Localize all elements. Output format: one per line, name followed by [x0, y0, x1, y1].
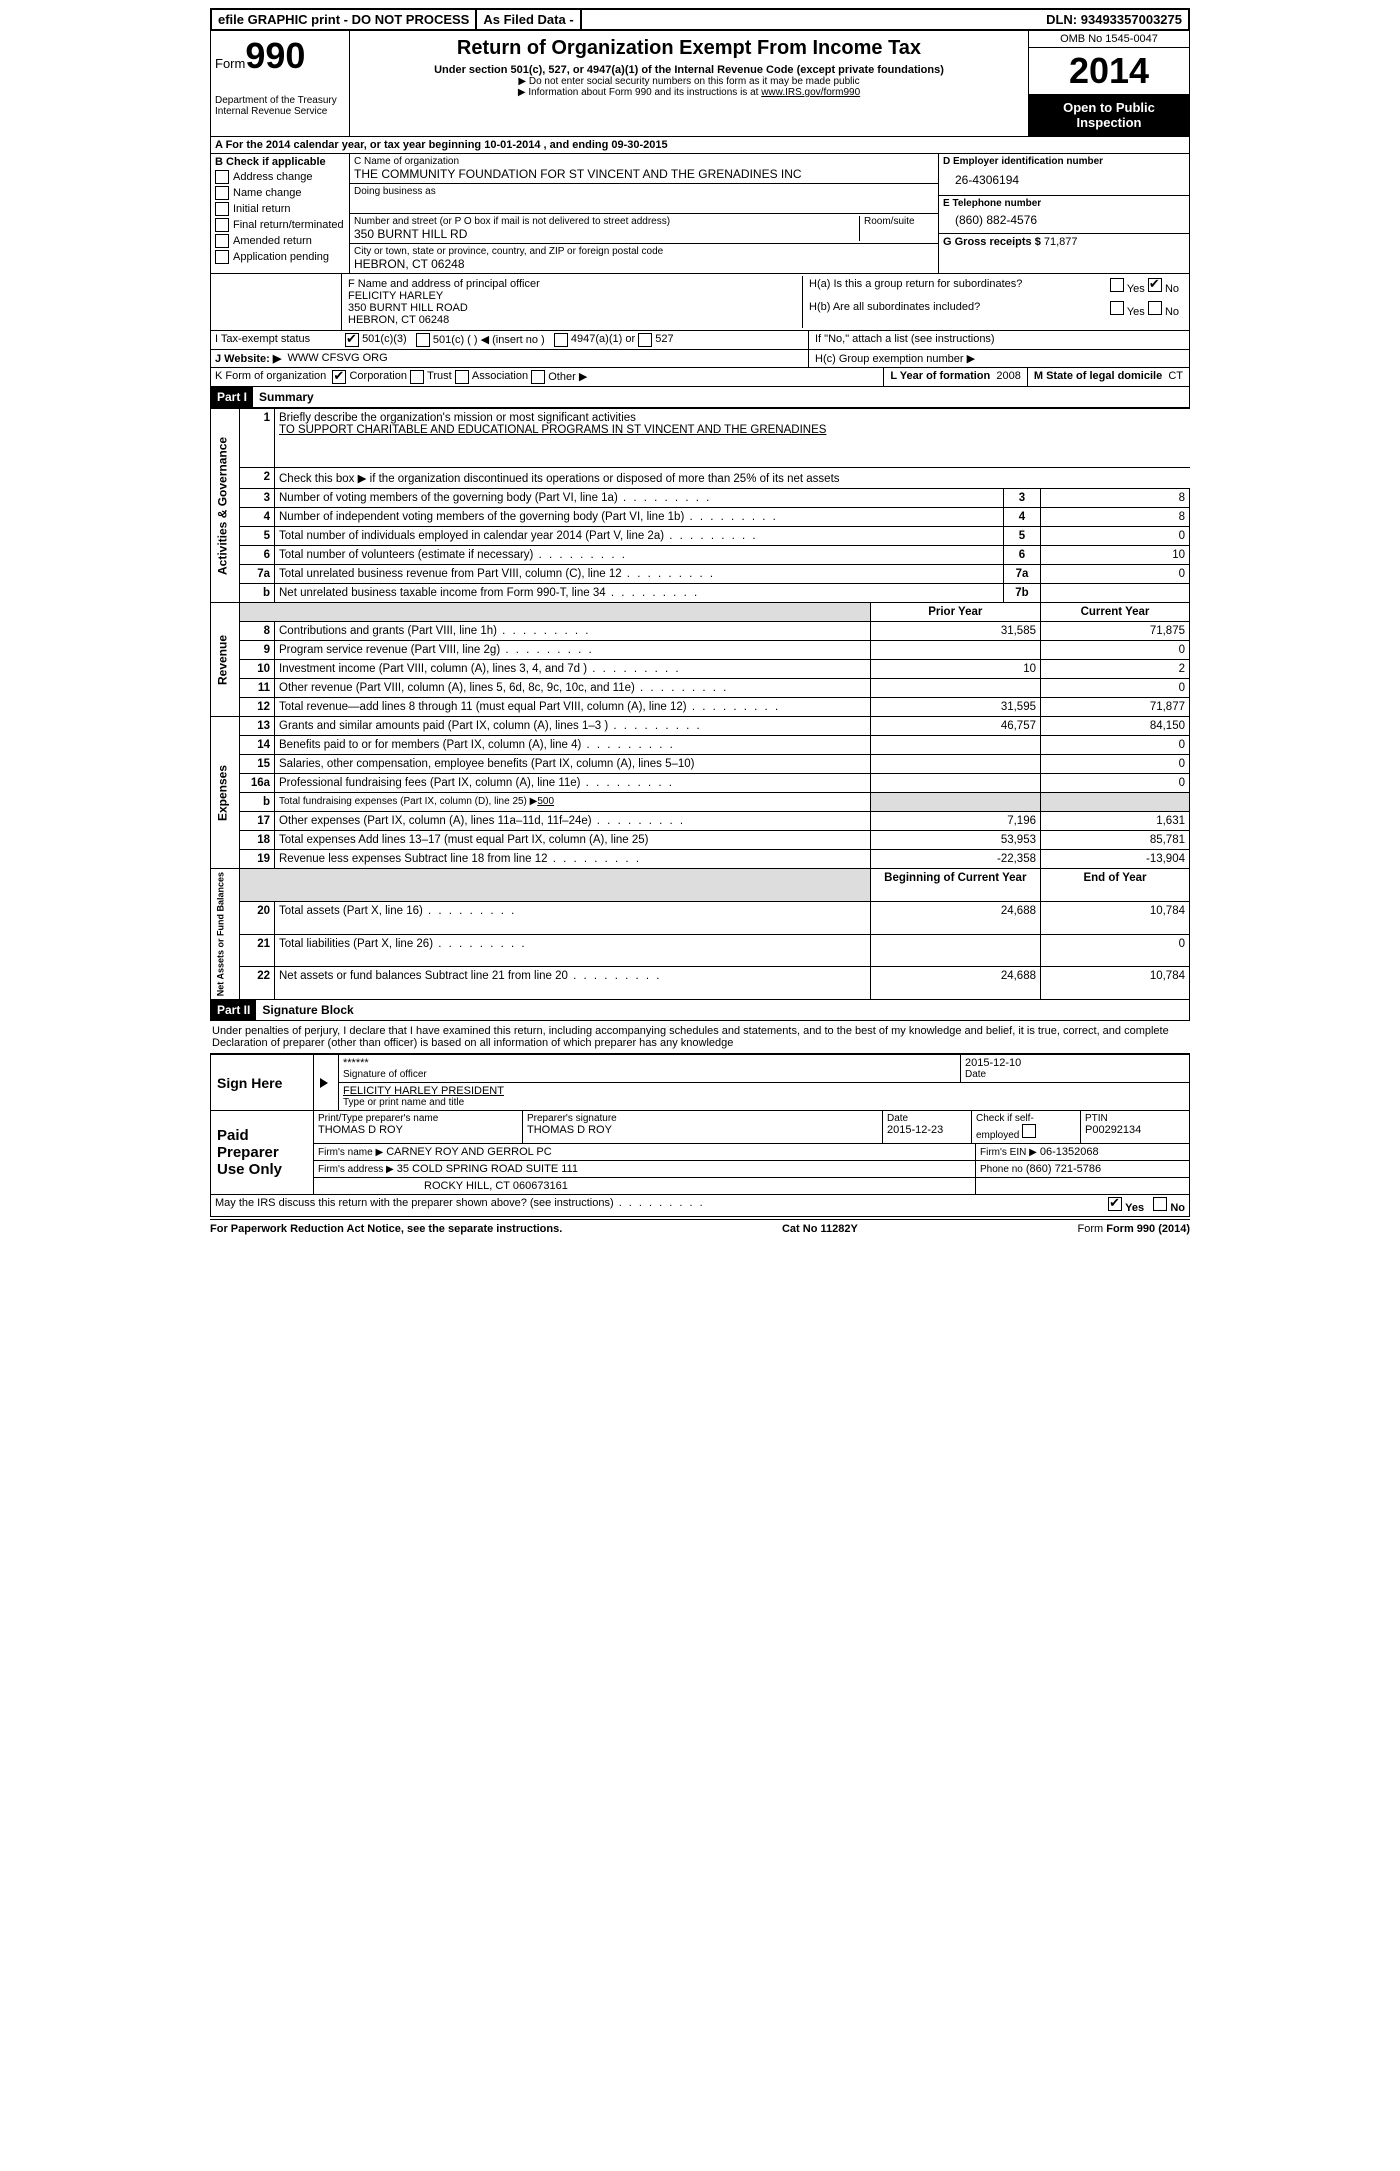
dln: DLN: 93493357003275: [1040, 10, 1188, 29]
cb-corp[interactable]: [332, 370, 346, 384]
telephone: (860) 882-4576: [943, 209, 1185, 231]
row-klm: K Form of organization Corporation Trust…: [210, 368, 1190, 387]
cb-amended[interactable]: Amended return: [215, 234, 345, 248]
v3: 8: [1041, 489, 1190, 508]
cb-4947[interactable]: [554, 333, 568, 347]
col-c-org: C Name of organization THE COMMUNITY FOU…: [350, 154, 938, 273]
state-domicile: CT: [1168, 370, 1183, 382]
row-a-tax-year: A For the 2014 calendar year, or tax yea…: [210, 137, 1190, 154]
efile-notice: efile GRAPHIC print - DO NOT PROCESS: [212, 10, 477, 29]
declaration: Under penalties of perjury, I declare th…: [210, 1021, 1190, 1053]
topbar: efile GRAPHIC print - DO NOT PROCESS As …: [210, 8, 1190, 31]
cb-hb-yes[interactable]: [1110, 301, 1124, 315]
gross-receipts: 71,877: [1044, 236, 1078, 248]
row-officer-h: F Name and address of principal officer …: [210, 274, 1190, 331]
org-name: THE COMMUNITY FOUNDATION FOR ST VINCENT …: [354, 167, 934, 181]
note-ssn: ▶ Do not enter social security numbers o…: [356, 76, 1022, 87]
mission: TO SUPPORT CHARITABLE AND EDUCATIONAL PR…: [279, 424, 826, 436]
open-inspection: Open to Public Inspection: [1029, 94, 1189, 136]
note-info: ▶ Information about Form 990 and its ins…: [356, 87, 1022, 98]
v5: 0: [1041, 527, 1190, 546]
cb-527[interactable]: [638, 333, 652, 347]
vlabel-netassets: Net Assets or Fund Balances: [211, 869, 240, 1000]
v6: 10: [1041, 546, 1190, 565]
irs-link[interactable]: www.IRS.gov/form990: [761, 87, 860, 98]
cb-final-return[interactable]: Final return/terminated: [215, 218, 345, 232]
ein: 26-4306194: [943, 167, 1185, 193]
cb-ha-yes[interactable]: [1110, 278, 1124, 292]
cb-discuss-yes[interactable]: [1108, 1197, 1122, 1211]
col-d-ein: D Employer identification number 26-4306…: [938, 154, 1189, 273]
footer: For Paperwork Reduction Act Notice, see …: [210, 1219, 1190, 1235]
cb-address-change[interactable]: Address change: [215, 170, 345, 184]
cb-501c3[interactable]: [345, 333, 359, 347]
vlabel-revenue: Revenue: [211, 603, 240, 717]
cb-other[interactable]: [531, 370, 545, 384]
part-ii-header: Part II Signature Block: [210, 1000, 1190, 1021]
form-title: Return of Organization Exempt From Incom…: [356, 37, 1022, 60]
irs-label: Internal Revenue Service: [215, 106, 345, 117]
cb-assoc[interactable]: [455, 370, 469, 384]
arrow-icon: [320, 1078, 328, 1088]
form-subtitle: Under section 501(c), 527, or 4947(a)(1)…: [356, 64, 1022, 76]
cb-pending[interactable]: Application pending: [215, 250, 345, 264]
v4: 8: [1041, 508, 1190, 527]
cb-trust[interactable]: [410, 370, 424, 384]
form-number: Form990: [215, 35, 345, 77]
tax-year: 2014: [1029, 48, 1189, 94]
vlabel-expenses: Expenses: [211, 717, 240, 869]
part-i-header: Part I Summary: [210, 387, 1190, 408]
v7a: 0: [1041, 565, 1190, 584]
officer-name-title: FELICITY HARLEY PRESIDENT: [343, 1085, 1185, 1097]
officer-name: FELICITY HARLEY: [348, 290, 796, 302]
omb-number: OMB No 1545-0047: [1029, 31, 1189, 48]
asfiled: As Filed Data -: [477, 10, 581, 29]
cb-discuss-no[interactable]: [1153, 1197, 1167, 1211]
row-discuss: May the IRS discuss this return with the…: [210, 1195, 1190, 1217]
cb-self-employed[interactable]: [1022, 1124, 1036, 1138]
cb-501c[interactable]: [416, 333, 430, 347]
org-city: HEBRON, CT 06248: [354, 257, 934, 271]
sign-date: 2015-12-10: [965, 1057, 1185, 1069]
row-i-tax-status: I Tax-exempt status 501(c)(3) 501(c) ( )…: [210, 331, 1190, 350]
row-j-website: J Website: ▶ WWW CFSVG ORG H(c) Group ex…: [210, 350, 1190, 368]
col-b-checkboxes: B Check if applicable Address change Nam…: [211, 154, 350, 273]
summary-table: Activities & Governance 1 Briefly descri…: [210, 408, 1190, 1000]
vlabel-activities: Activities & Governance: [211, 409, 240, 603]
cb-initial-return[interactable]: Initial return: [215, 202, 345, 216]
cb-ha-no[interactable]: [1148, 278, 1162, 292]
dept-treasury: Department of the Treasury: [215, 95, 345, 106]
sign-here-block: Sign Here ****** Signature of officer 20…: [210, 1053, 1190, 1111]
website: WWW CFSVG ORG: [287, 352, 387, 365]
cb-name-change[interactable]: Name change: [215, 186, 345, 200]
org-address: 350 BURNT HILL RD: [354, 227, 859, 241]
cb-hb-no[interactable]: [1148, 301, 1162, 315]
section-bcd: B Check if applicable Address change Nam…: [210, 154, 1190, 274]
paid-preparer-block: Paid Preparer Use Only Print/Type prepar…: [210, 1111, 1190, 1195]
year-formation: 2008: [996, 370, 1020, 382]
form-header: Form990 Department of the Treasury Inter…: [210, 31, 1190, 137]
